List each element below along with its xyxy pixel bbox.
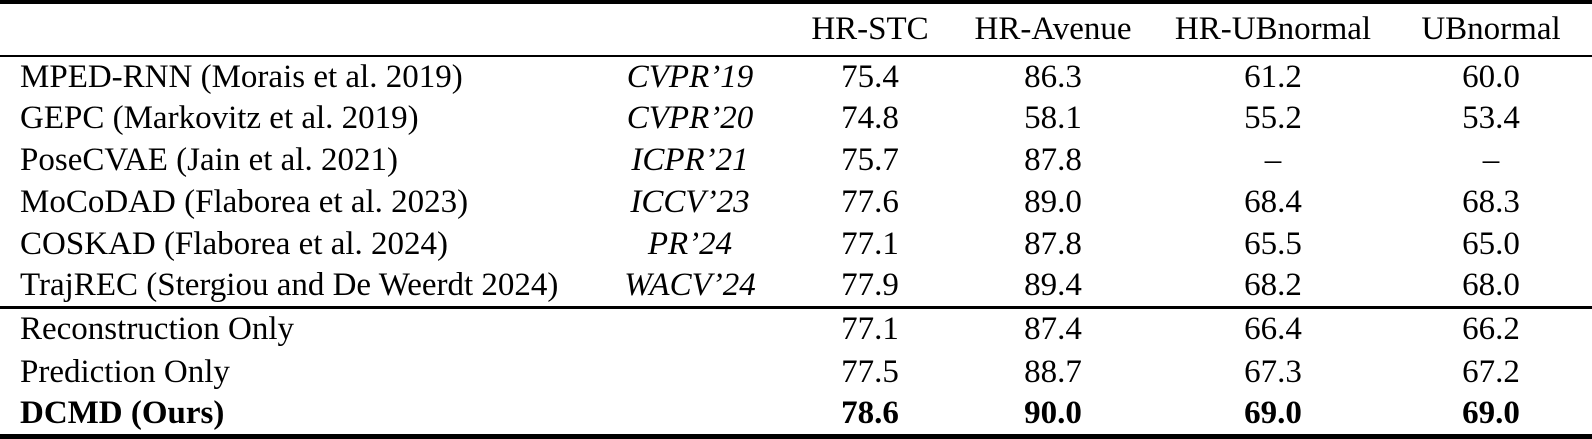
column-header-hr-avenue: HR-Avenue — [974, 11, 1132, 47]
method-cell: Reconstruction Only — [20, 311, 295, 348]
method-cell: Prediction Only — [20, 353, 230, 390]
value-cell: 66.2 — [1462, 311, 1520, 348]
value-cell: – — [1264, 142, 1282, 179]
value-cell: 78.6 — [841, 395, 899, 432]
column-header-hr-stc: HR-STC — [811, 11, 929, 47]
value-cell: 61.2 — [1244, 58, 1302, 95]
venue-cell: WACV’24 — [624, 267, 756, 304]
ablation-body: Reconstruction Only 77.1 87.4 66.4 66.2 Predi… — [0, 307, 1592, 437]
value-cell: 77.6 — [841, 184, 899, 221]
value-cell: 74.8 — [841, 100, 899, 137]
value-cell: 77.5 — [841, 353, 899, 390]
table-row: MoCoDAD (Flaborea et al. 2023) ICCV’23 77.… — [0, 182, 1592, 224]
value-cell: 65.0 — [1462, 226, 1520, 263]
venue-cell: PR’24 — [647, 226, 733, 263]
value-cell: 86.3 — [1024, 58, 1082, 95]
header-row: HR-STC HR-Avenue HR-UBnormal UBnormal — [0, 2, 1592, 56]
table-row: Prediction Only 77.5 88.7 67.3 67.2 — [0, 351, 1592, 394]
header-method-blank — [0, 2, 590, 56]
value-cell: 89.4 — [1024, 267, 1082, 304]
table-row: MPED-RNN (Morais et al. 2019) CVPR’19 75.4… — [0, 56, 1592, 98]
method-cell: TrajREC (Stergiou and De Weerdt 2024) — [20, 267, 559, 304]
venue-cell — [590, 351, 790, 394]
table-row: PoseCVAE (Jain et al. 2021) ICPR’21 75.7 87… — [0, 140, 1592, 182]
value-cell: 88.7 — [1024, 353, 1082, 390]
value-cell: 65.5 — [1244, 226, 1302, 263]
venue-cell: CVPR’20 — [626, 100, 754, 137]
venue-cell: ICPR’21 — [631, 142, 749, 179]
methods-body: MPED-RNN (Morais et al. 2019) CVPR’19 75.4… — [0, 56, 1592, 308]
value-cell: 77.1 — [841, 226, 899, 263]
venue-cell — [590, 308, 790, 351]
column-header-hr-ubnormal: HR-UBnormal — [1174, 11, 1372, 47]
value-cell: 87.4 — [1024, 311, 1082, 348]
method-cell: MPED-RNN (Morais et al. 2019) — [20, 58, 463, 95]
value-cell: 69.0 — [1244, 395, 1302, 432]
value-cell: 68.3 — [1462, 184, 1520, 221]
value-cell: 75.7 — [841, 142, 899, 179]
value-cell: 75.4 — [841, 58, 899, 95]
column-header-ubnormal: UBnormal — [1421, 11, 1561, 47]
value-cell: 69.0 — [1462, 395, 1520, 432]
value-cell: 68.4 — [1244, 184, 1302, 221]
table-row: DCMD (Ours) 78.6 90.0 69.0 69.0 — [0, 394, 1592, 437]
value-cell: 77.9 — [841, 267, 899, 304]
value-cell: 66.4 — [1244, 311, 1302, 348]
value-cell: 60.0 — [1462, 58, 1520, 95]
method-cell: GEPC (Markovitz et al. 2019) — [20, 100, 419, 137]
value-cell: 68.2 — [1244, 267, 1302, 304]
method-cell: PoseCVAE (Jain et al. 2021) — [20, 142, 398, 179]
venue-cell: ICCV’23 — [630, 184, 750, 221]
method-cell: DCMD (Ours) — [20, 395, 225, 432]
value-cell: 87.8 — [1024, 142, 1082, 179]
value-cell: 90.0 — [1024, 395, 1082, 432]
table-row: COSKAD (Flaborea et al. 2024) PR’24 77.1 87… — [0, 224, 1592, 266]
value-cell: 67.3 — [1244, 353, 1302, 390]
method-cell: MoCoDAD (Flaborea et al. 2023) — [20, 184, 469, 221]
value-cell: 67.2 — [1462, 353, 1520, 390]
venue-cell: CVPR’19 — [626, 58, 754, 95]
value-cell: 89.0 — [1024, 184, 1082, 221]
table-row: TrajREC (Stergiou and De Weerdt 2024) WAC… — [0, 266, 1592, 308]
table-header: HR-STC HR-Avenue HR-UBnormal UBnormal — [0, 2, 1592, 56]
value-cell: 68.0 — [1462, 267, 1520, 304]
table-row: GEPC (Markovitz et al. 2019) CVPR’20 74.8 5… — [0, 98, 1592, 140]
venue-cell — [590, 394, 790, 437]
value-cell: 53.4 — [1462, 100, 1520, 137]
value-cell: 87.8 — [1024, 226, 1082, 263]
header-venue-blank — [590, 2, 790, 56]
value-cell: 58.1 — [1024, 100, 1082, 137]
value-cell: 55.2 — [1244, 100, 1302, 137]
table-row: Reconstruction Only 77.1 87.4 66.4 66.2 — [0, 308, 1592, 351]
value-cell: 77.1 — [841, 311, 899, 348]
method-cell: COSKAD (Flaborea et al. 2024) — [20, 226, 449, 263]
value-cell: – — [1482, 142, 1500, 179]
